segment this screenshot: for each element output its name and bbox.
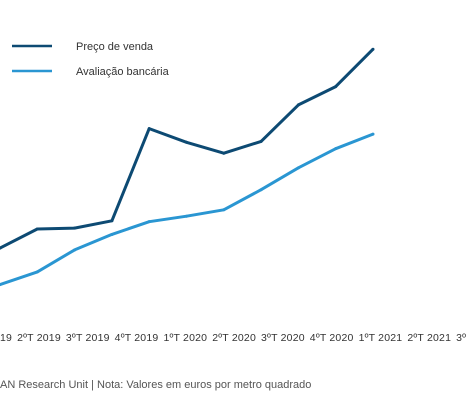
data-point [334, 147, 338, 151]
data-point [371, 132, 375, 136]
data-point [334, 85, 338, 89]
x-tick-label: 3º [456, 332, 466, 344]
data-point [185, 214, 188, 218]
data-point [147, 127, 151, 131]
legend-label-avaliacao-bancaria: Avaliação bancária [76, 66, 170, 78]
data-point [147, 220, 151, 224]
x-tick-label: 3ºT 2020 [261, 332, 305, 344]
x-tick-label: 4ºT 2019 [115, 332, 159, 344]
data-point [0, 283, 2, 287]
series-line-1 [0, 132, 374, 287]
data-point [110, 232, 114, 236]
x-tick-label: 4ºT 2020 [310, 332, 354, 344]
x-tick-label: 2ºT 2021 [407, 332, 451, 344]
x-tick-label: 1ºT 2021 [359, 332, 403, 344]
series-lines [0, 47, 375, 287]
data-point [35, 227, 39, 231]
x-tick-label: 19 [0, 332, 12, 344]
x-tick-label: 2ºT 2019 [17, 332, 61, 344]
x-tick-label: 1ºT 2020 [163, 332, 207, 344]
data-point [35, 270, 39, 274]
series-line-0 [0, 48, 375, 250]
legend: Preço de venda Avaliação bancária [12, 41, 170, 78]
data-point [73, 226, 77, 230]
data-point [259, 139, 263, 143]
source-note: AN Research Unit | Nota: Valores em euro… [0, 379, 312, 391]
data-point [73, 248, 77, 252]
legend-label-preco-de-venda: Preço de venda [76, 41, 154, 53]
x-axis-tick-labels: 19 2ºT 2019 3ºT 2019 4ºT 2019 1ºT 2020 2ºT 20… [0, 332, 466, 344]
data-point [0, 246, 2, 250]
data-point [296, 103, 300, 107]
data-point [259, 188, 263, 192]
data-point [185, 140, 188, 144]
data-point [296, 166, 300, 170]
x-tick-label: 2ºT 2020 [212, 332, 256, 344]
x-tick-label: 3ºT 2019 [66, 332, 110, 344]
data-point [110, 219, 114, 223]
data-point [222, 151, 226, 155]
data-point [371, 47, 375, 51]
data-point [222, 208, 226, 212]
